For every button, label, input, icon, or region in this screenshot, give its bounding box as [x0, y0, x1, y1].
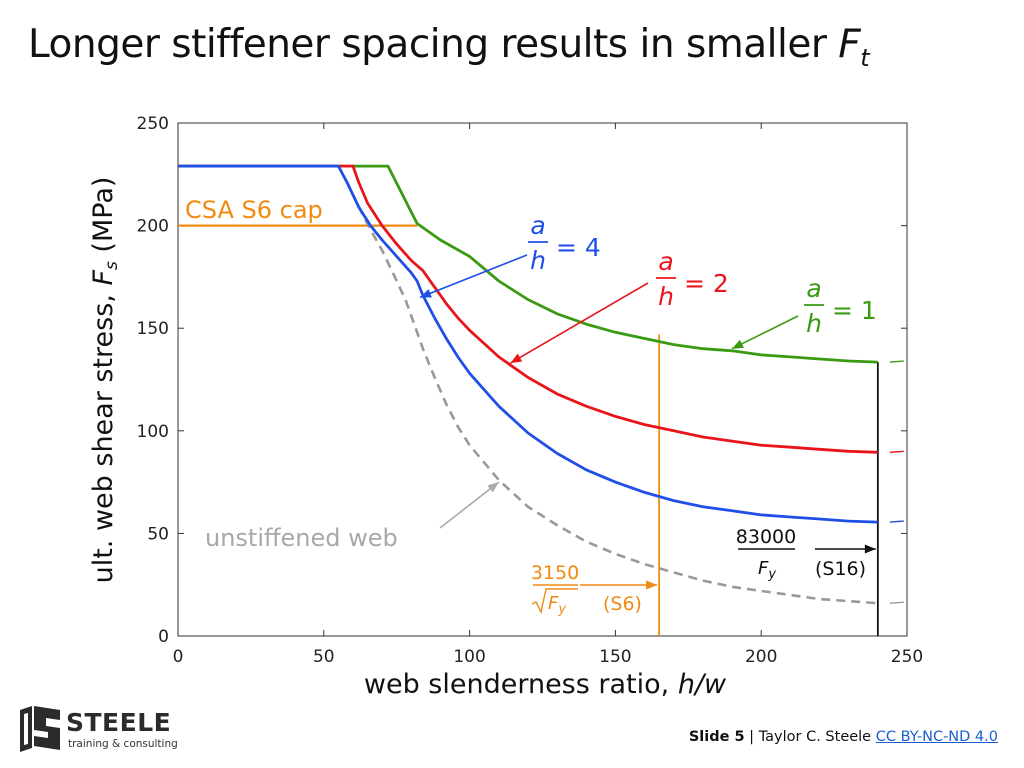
x-tick-label: 100 — [453, 647, 485, 667]
s6-limit-arrow-head — [646, 580, 658, 590]
a-h-2-arrow-head — [510, 353, 523, 364]
a-h-1-arrow-head — [732, 339, 744, 349]
license-link[interactable]: CC BY-NC-ND 4.0 — [875, 729, 998, 745]
extension-a-h-1 — [889, 360, 904, 363]
a-h-4-label-equals: = 4 — [556, 233, 601, 262]
s6-limit-sqrt-sign — [531, 588, 578, 615]
s6-limit-numerator: 3150 — [531, 562, 579, 584]
x-tick-label: 250 — [891, 647, 923, 667]
logo-tagline: training & consulting — [68, 738, 178, 750]
s6-limit-denominator: Fy — [548, 593, 566, 617]
x-tick-label: 0 — [173, 647, 184, 667]
title-symbol: Ft — [838, 22, 869, 72]
extension-a-h-4 — [889, 520, 904, 523]
slide-footer: Slide 5 | Taylor C. Steele CC BY-NC-ND 4… — [689, 729, 998, 745]
x-tick-label: 50 — [313, 647, 335, 667]
footer-separator: | — [744, 729, 759, 745]
curve-a-h-4 — [178, 164, 878, 524]
s16-limit-code: (S16) — [815, 558, 866, 580]
footer-author: Taylor C. Steele — [758, 729, 876, 745]
logo-name: STEELE — [66, 708, 172, 737]
a-h-1-label-denominator: h — [806, 309, 822, 338]
a-h-1-arrow-shaft — [731, 315, 799, 350]
s16-limit-arrow-head — [864, 544, 876, 554]
a-h-2-label-denominator: h — [658, 282, 674, 311]
a-h-1-label-numerator: a — [806, 274, 821, 303]
steele-logo: STEELE training & consulting — [18, 706, 188, 754]
y-tick-label: 150 — [137, 319, 169, 339]
curve-a-h-2 — [178, 164, 878, 454]
unstiffened-web-label: unstiffened web — [205, 524, 398, 552]
s6-limit-code: (S6) — [603, 593, 642, 615]
plot-area — [177, 122, 908, 637]
a-h-4-arrow-head — [420, 289, 432, 298]
extension-a-h-2 — [889, 450, 904, 454]
y-tick-label: 200 — [137, 217, 169, 237]
a-h-2-label-numerator: a — [658, 247, 673, 276]
shear-stress-chart: 0 50 100 150 200 250 0 50 100 150 200 250 web slende… — [88, 114, 923, 700]
title-symbol-letter: F — [838, 22, 861, 67]
a-h-4-arrow-shaft — [419, 254, 528, 299]
x-axis-label: web slenderness ratio, h/w — [364, 669, 727, 700]
a-h-2-label-equals: = 2 — [684, 269, 729, 298]
page-title: Longer stiffener spacing results in smal… — [28, 22, 870, 72]
y-tick-label: 250 — [137, 114, 169, 134]
x-tick-label: 200 — [745, 647, 777, 667]
title-symbol-subscript: t — [860, 43, 870, 72]
unstiffened-arrow-head — [487, 482, 499, 493]
a-h-2-arrow-shaft — [510, 282, 649, 364]
slide-number: Slide 5 — [688, 729, 745, 745]
csa-cap-label: CSA S6 cap — [185, 196, 323, 224]
unstiffened-arrow-shaft — [439, 481, 500, 529]
unstiffened-web-curve — [337, 165, 878, 605]
y-axis-label: ult. web shear stress, Fs (MPa) — [88, 177, 122, 584]
y-tick-label: 100 — [137, 422, 169, 442]
title-text: Longer stiffener spacing results in smal… — [28, 22, 839, 67]
steele-logo-icon — [20, 706, 60, 752]
y-tick-label: 0 — [158, 627, 169, 647]
x-tick-label: 150 — [599, 647, 631, 667]
s16-limit-denominator: Fy — [758, 558, 776, 582]
curve-a-h-1 — [178, 164, 878, 364]
s16-limit-numerator: 83000 — [736, 526, 796, 548]
a-h-1-label-equals: = 1 — [832, 296, 877, 325]
a-h-4-label-numerator: a — [530, 211, 545, 240]
extension-unstiffened — [889, 601, 904, 604]
a-h-4-label-denominator: h — [530, 246, 546, 275]
y-tick-label: 50 — [147, 524, 169, 544]
